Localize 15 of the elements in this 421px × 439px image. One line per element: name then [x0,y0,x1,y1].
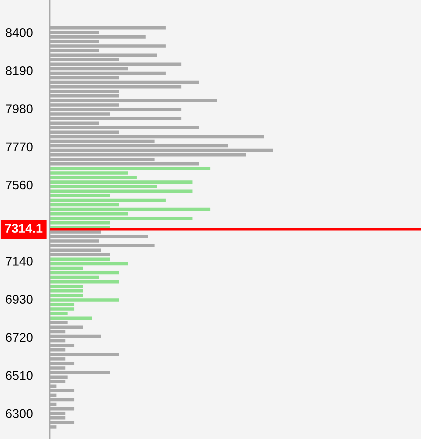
y-tick-label: 7560 [6,180,33,190]
y-tick-label: 7770 [6,142,33,152]
y-tick-label: 6510 [6,371,33,380]
y-tick-label: 8400 [6,28,33,38]
y-tick-label: 6930 [6,295,33,304]
bar [50,198,166,202]
y-tick-label: 6300 [6,409,33,418]
y-tick-label: 8190 [6,66,33,76]
y-tick-label: 7140 [6,257,33,266]
bar [50,262,128,266]
y-tick-label: 7980 [6,104,33,114]
bar [50,271,120,275]
y-tick-label: 6720 [6,333,33,342]
bar [50,208,211,212]
ref-line-label: 7314.1 [5,224,43,234]
